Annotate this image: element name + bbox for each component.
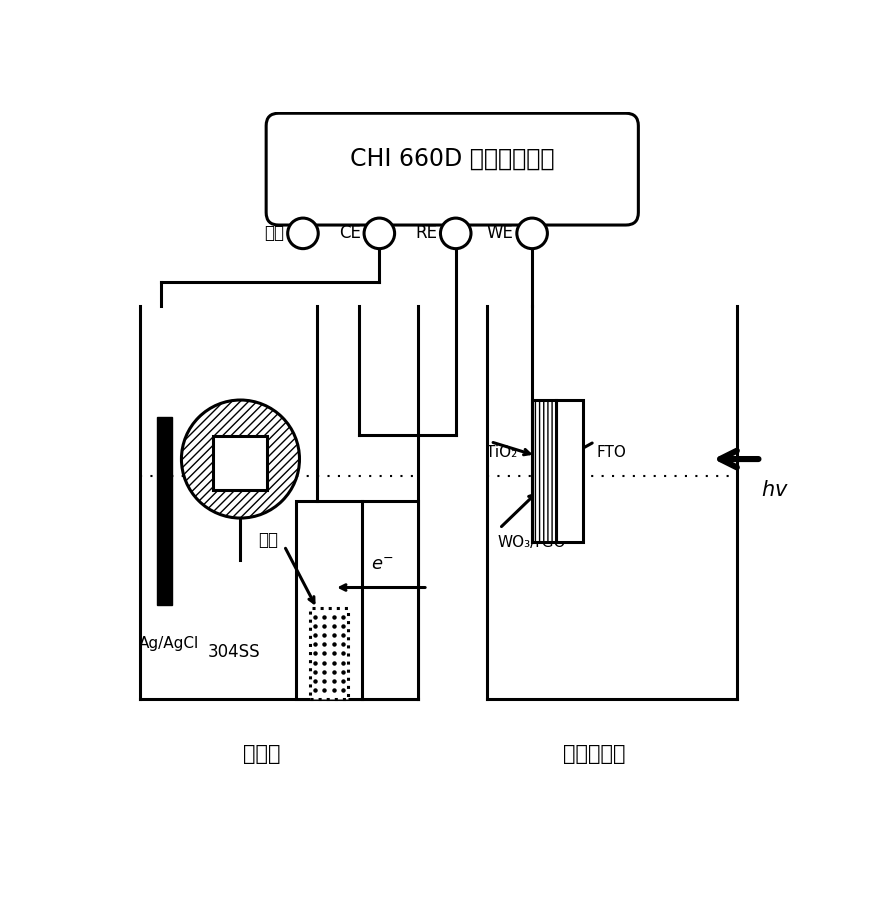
Circle shape bbox=[364, 218, 394, 249]
Text: CE: CE bbox=[339, 225, 360, 243]
Text: 盐桥: 盐桥 bbox=[258, 532, 279, 549]
Circle shape bbox=[288, 218, 318, 249]
Text: $e^{-}$: $e^{-}$ bbox=[371, 555, 394, 574]
Text: FTO: FTO bbox=[597, 445, 626, 460]
FancyBboxPatch shape bbox=[266, 114, 638, 225]
Circle shape bbox=[517, 218, 547, 249]
Bar bbox=[296, 501, 418, 699]
Text: $hv$: $hv$ bbox=[762, 480, 789, 500]
Text: WE: WE bbox=[487, 225, 513, 243]
Text: RE: RE bbox=[415, 225, 437, 243]
Text: WO₃/rGO: WO₃/rGO bbox=[497, 535, 566, 551]
Text: TiO₂: TiO₂ bbox=[486, 445, 517, 460]
Bar bbox=[556, 400, 582, 543]
Circle shape bbox=[182, 400, 299, 518]
Text: 光电化学池: 光电化学池 bbox=[564, 744, 626, 764]
Circle shape bbox=[441, 218, 471, 249]
Text: Ag/AgCl: Ag/AgCl bbox=[138, 636, 199, 651]
Text: 地线: 地线 bbox=[264, 225, 284, 243]
Bar bbox=[157, 417, 172, 604]
Bar bbox=[212, 436, 267, 490]
Text: 304SS: 304SS bbox=[207, 643, 260, 661]
Text: 腐蚀池: 腐蚀池 bbox=[243, 744, 280, 764]
Bar bbox=[532, 400, 556, 543]
Bar bbox=[310, 608, 348, 699]
Text: CHI 660D 电化学工作站: CHI 660D 电化学工作站 bbox=[350, 146, 555, 171]
